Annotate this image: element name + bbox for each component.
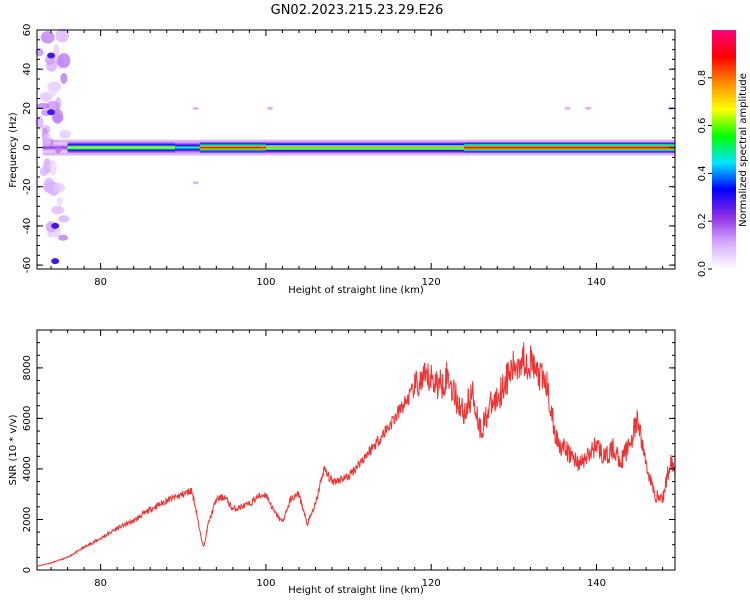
spectral-noise-blob [47,109,56,116]
spectrogram-frame [36,29,676,270]
spectral-noise-blob [55,146,62,154]
spectral-band-segment [464,146,675,149]
figure-title: GN02.2023.215.23.29.E26 [271,3,444,18]
spectrogram-x-tick-label: 80 [94,277,107,288]
spectral-noise-blob [60,72,68,85]
spectral-noise-blob [192,181,199,185]
spectral-noise-blob [56,197,63,206]
spectral-noise-blob [192,106,199,110]
spectral-band-segment [175,146,200,149]
spectral-band-segment [265,146,465,149]
spectral-noise-blob [267,106,274,110]
spectral-noise-blob [40,31,55,44]
spectral-noise-blob [564,106,571,110]
spectral-noise-blob [43,133,52,147]
colorbar-label: Normalized spectral amplitude [738,73,749,227]
colorbar-ticks: 0.0 0.2 0.4 0.6 0.8 [697,70,712,277]
spectrogram-y-tick-label: 40 [22,63,33,76]
spectral-noise-blob [55,28,70,43]
spectral-noise-blob [47,52,56,59]
colorbar: 0.0 0.2 0.4 0.6 0.8 Normalized spectral ampl… [697,30,749,277]
colorbar-tick-label: 0.0 [697,261,708,277]
snr-plot-area [37,330,675,570]
spectrogram-heatmap [35,28,675,265]
spectrogram-y-ticks: -60 -40 -20 0 20 40 60 [22,24,675,273]
spectral-noise-blob [58,234,69,241]
colorbar-tick-label: 0.4 [697,165,708,181]
spectral-noise-blob [51,205,65,215]
spectral-band-segment [199,146,266,149]
spectrogram-panel: 80 100 120 140 -60 -40 -20 0 20 40 60 Height of s… [8,24,676,296]
spectrogram-y-tick-label: 60 [22,24,33,37]
spectral-noise-blob [39,166,48,177]
snr-x-axis-label: Height of straight line (km) [288,585,424,596]
spectrogram-x-tick-label: 140 [587,277,606,288]
snr-y-tick-label: 8000 [22,355,33,380]
spectral-noise-blob [46,100,60,111]
spectral-noise-blob [43,177,55,194]
spectrogram-x-ticks: 80 100 120 140 [50,30,664,288]
spectral-noise-blob [39,91,53,102]
snr-x-tick-label: 100 [256,578,275,589]
snr-series-line [36,342,676,567]
snr-y-axis-label: SNR (10 * v/v) [8,414,19,485]
spectral-noise-blob [36,102,50,110]
spectrogram-y-tick-label: -20 [22,179,33,195]
spectral-band-segment [42,146,68,149]
snr-x-tick-label: 120 [422,578,441,589]
snr-y-tick-label: 0 [22,567,33,573]
colorbar-tick-label: 0.8 [697,70,708,86]
spectrogram-x-tick-label: 100 [256,277,275,288]
spectrogram-y-tick-label: -60 [22,257,33,273]
spectrogram-y-tick-label: -40 [22,218,33,234]
spectral-noise-blob [49,160,57,176]
spectral-noise-blob [51,222,60,229]
spectral-noise-blob [59,130,71,139]
colorbar-tick-label: 0.6 [697,118,708,134]
spectrogram-x-axis-label: Height of straight line (km) [288,285,424,296]
spectral-noise-blob [48,83,58,97]
spectrogram-y-tick-label: 0 [22,144,33,150]
snr-y-tick-label: 6000 [22,406,33,431]
snr-y-tick-label: 2000 [22,507,33,532]
spectral-band-segment [67,146,176,149]
spectral-noise-blob [35,115,44,130]
snr-x-ticks: 80 100 120 140 [50,330,664,589]
snr-y-tick-label: 4000 [22,456,33,481]
spectrogram-y-tick-label: 20 [22,102,33,115]
snr-x-tick-label: 140 [587,578,606,589]
spectrogram-x-tick-label: 120 [422,277,441,288]
spectral-noise-blob [53,182,65,193]
spectral-noise-blob [585,106,592,110]
snr-y-ticks: 0 2000 4000 6000 8000 [22,329,675,573]
colorbar-gradient [712,30,736,269]
spectrogram-y-axis-label: Frequency (Hz) [8,112,19,188]
snr-frame [36,329,676,571]
snr-x-tick-label: 80 [94,578,107,589]
colorbar-tick-label: 0.2 [697,213,708,229]
spectral-noise-blob [57,53,71,69]
spectral-noise-blob [51,258,60,265]
snr-panel: 80 100 120 140 0 2000 4000 6000 8000 Height of … [8,329,676,596]
spectral-noise-blob [58,215,70,223]
